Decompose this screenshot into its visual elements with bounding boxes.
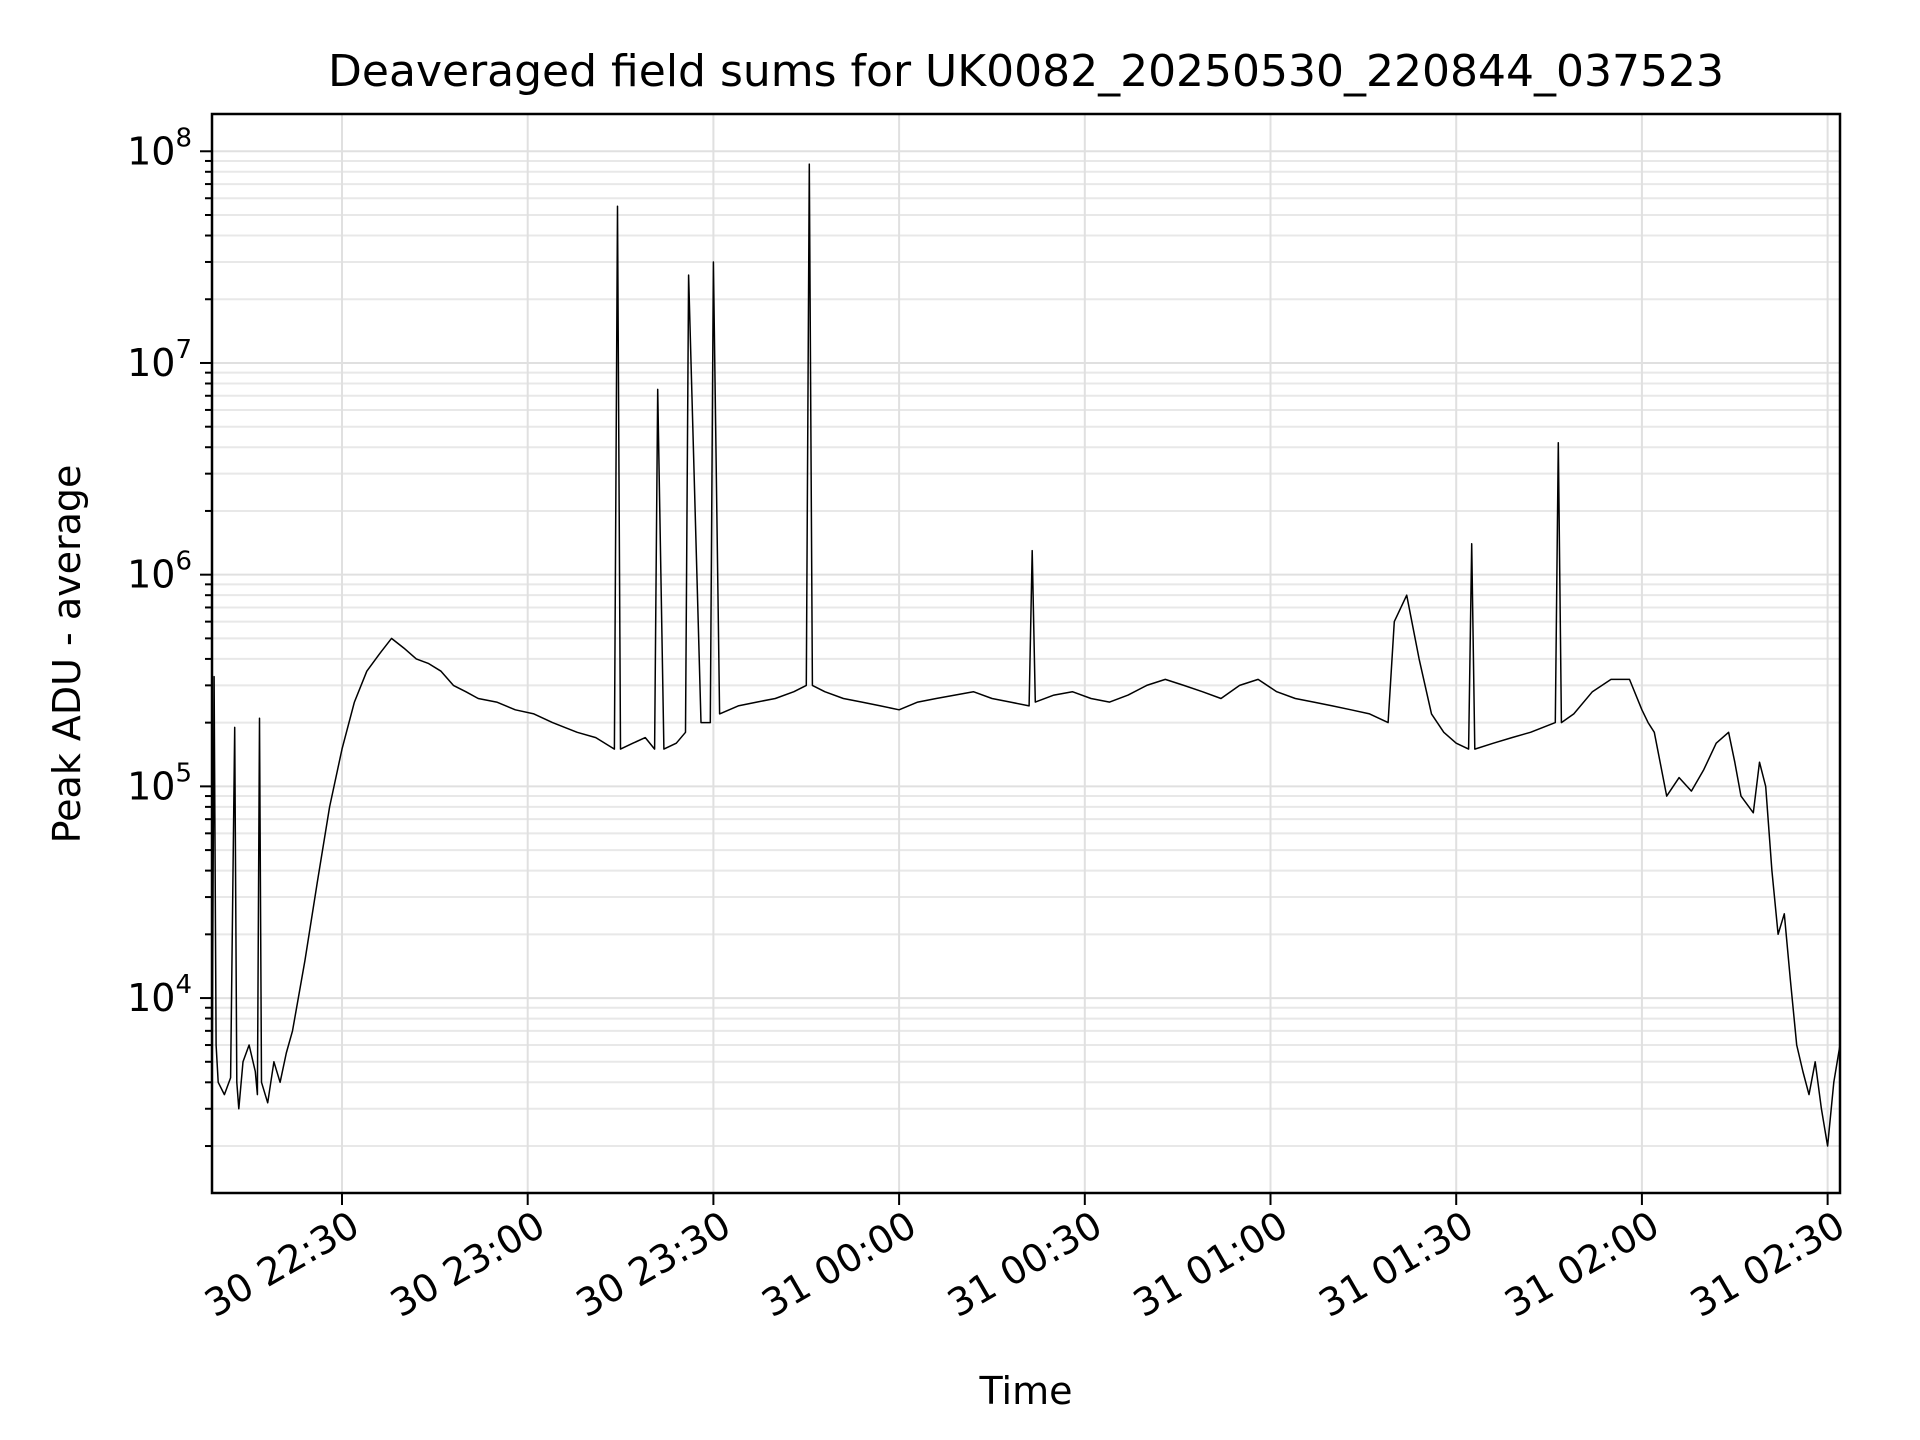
y-tick-label-base: 10	[127, 976, 175, 1020]
x-tick-label: 30 23:30	[569, 1203, 738, 1326]
y-tick-label-exponent: 6	[175, 547, 192, 577]
y-tick-label: 107	[127, 335, 192, 385]
y-tick-label-exponent: 5	[175, 758, 192, 788]
y-tick-label-base: 10	[127, 553, 175, 597]
chart-title: Deaveraged field sums for UK0082_2025053…	[328, 46, 1724, 97]
y-axis-label: Peak ADU - average	[45, 465, 89, 844]
y-tick-label: 108	[127, 123, 192, 173]
y-tick-label-base: 10	[127, 129, 175, 173]
x-axis-label: Time	[979, 1369, 1073, 1413]
y-tick-label-exponent: 4	[175, 970, 192, 1000]
x-tick-label: 31 02:30	[1683, 1203, 1852, 1326]
x-axis-ticks: 30 22:30 30 23:00 30 23:30 31 00:00 31 00:30…	[197, 1193, 1852, 1326]
y-tick-label-base: 10	[127, 341, 175, 385]
y-tick-label: 106	[127, 547, 192, 597]
x-tick-label: 30 22:30	[197, 1203, 366, 1326]
plot-frame	[210, 112, 1842, 1195]
x-tick-label: 31 00:30	[940, 1203, 1109, 1326]
x-tick-label: 31 01:30	[1312, 1203, 1481, 1326]
x-tick-label: 31 01:00	[1126, 1203, 1295, 1326]
x-tick-label: 30 23:00	[383, 1203, 552, 1326]
x-tick-label: 31 02:00	[1497, 1203, 1666, 1326]
x-tick-label: 31 00:00	[754, 1203, 923, 1326]
y-tick-label: 104	[127, 970, 192, 1020]
y-tick-label-base: 10	[127, 764, 175, 808]
y-tick-label: 105	[127, 758, 192, 808]
grid-lines	[212, 114, 1840, 1193]
y-tick-label-exponent: 8	[175, 123, 192, 153]
series-line	[211, 163, 1841, 1147]
y-tick-label-exponent: 7	[175, 335, 192, 365]
